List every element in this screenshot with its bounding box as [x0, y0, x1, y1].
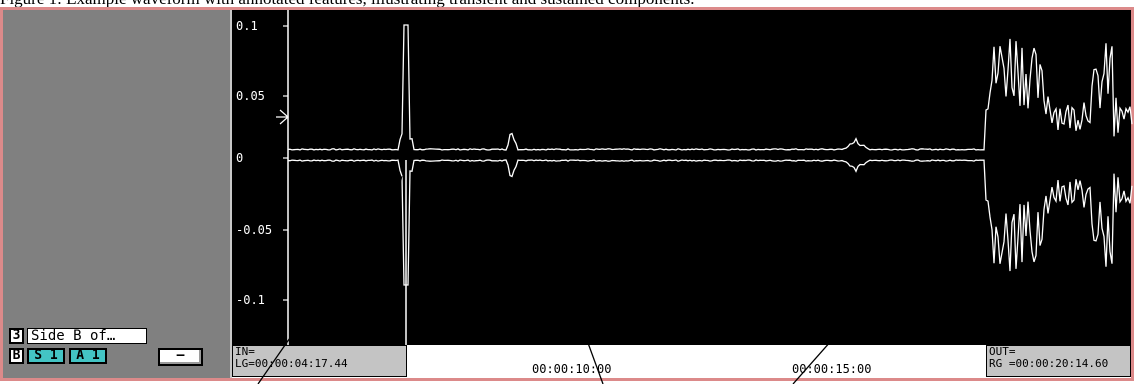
in-point-box[interactable]: IN= LG=00:00:04:17.44 — [232, 345, 407, 377]
source-a-button[interactable]: A 1 — [69, 348, 107, 364]
out-value: RG =00:00:20:14.60 — [989, 357, 1109, 370]
waveform-trace-upper — [287, 24, 1133, 151]
waveform-trace-lower — [287, 159, 1133, 286]
side-badge[interactable]: B — [9, 348, 24, 364]
waveform-plot[interactable]: 0.1 0.05 0 -0.05 -0.1 — [232, 10, 1135, 378]
timeline-label-15: 00:00:15:00 — [792, 362, 872, 376]
out-label: OUT= — [989, 345, 1016, 358]
waveform-view[interactable]: 0.1 0.05 0 -0.05 -0.1 IN= LG=00:00:04:17.44 … — [230, 10, 1133, 378]
track-panel: 3 Side B of… B S 1 A 1 – — [3, 10, 230, 378]
source-s-button[interactable]: S 1 — [27, 348, 65, 364]
caption-text: Figure 1: Example waveform with annotate… — [0, 0, 694, 8]
track-number-badge[interactable]: 3 — [9, 328, 24, 344]
minus-button[interactable]: – — [158, 348, 203, 366]
timeline-label-10: 00:00:10:00 — [532, 362, 612, 376]
y-tick-label: 0.1 — [236, 19, 258, 33]
caption-fragment: Figure 1: Example waveform with annotate… — [0, 0, 1140, 8]
axis-cursor-icon — [276, 109, 289, 125]
audio-editor-window: 3 Side B of… B S 1 A 1 – 0.1 0.05 0 -0.05 -0… — [0, 7, 1134, 384]
out-point-box[interactable]: OUT= RG =00:00:20:14.60 — [986, 345, 1131, 377]
track-name-field[interactable]: Side B of… — [27, 328, 147, 344]
y-axis: 0.1 0.05 0 -0.05 -0.1 — [236, 10, 289, 345]
y-tick-label: -0.1 — [236, 293, 265, 307]
y-tick-label: -0.05 — [236, 223, 272, 237]
y-tick-label: 0.05 — [236, 89, 265, 103]
in-value: LG=00:00:04:17.44 — [235, 357, 348, 370]
in-label: IN= — [235, 345, 255, 358]
y-tick-label: 0 — [236, 151, 243, 165]
